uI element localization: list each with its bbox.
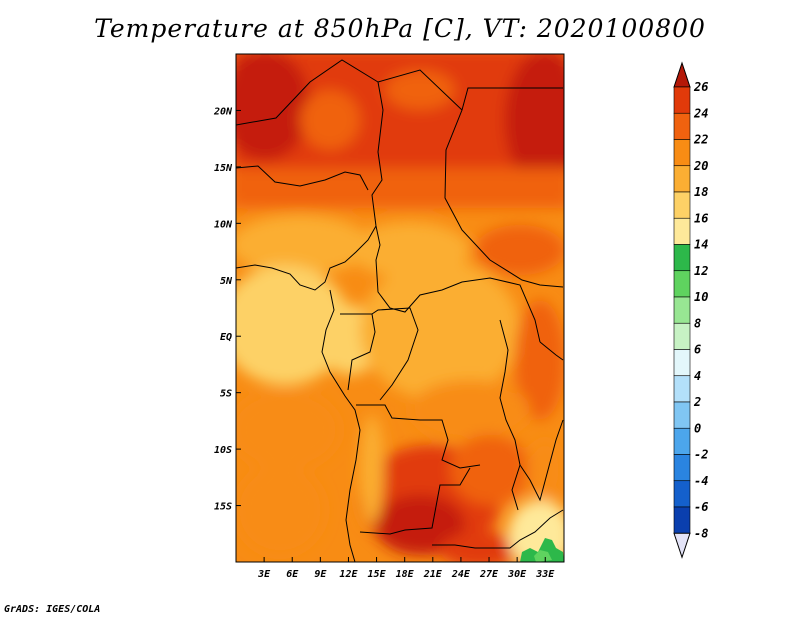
lon-tick-label: 15E <box>368 569 387 580</box>
lat-tick-label: 5N <box>220 276 233 287</box>
field-south-congo <box>410 380 530 440</box>
colorbar-bin <box>673 349 691 377</box>
lon-tick-label: 33E <box>535 569 555 580</box>
colorbar-label: -6 <box>694 500 708 514</box>
colorbar-label: 20 <box>693 159 708 173</box>
colorbar-label: 2 <box>693 395 701 409</box>
colorbar-bin <box>673 217 691 245</box>
lat-tick-label: 15N <box>214 163 233 174</box>
colorbar-bin <box>673 112 691 140</box>
map-title: Temperature at 850hPa [C], VT: 202010080… <box>94 14 706 43</box>
lon-axis: 3E 6E 9E 12E 15E 18E 21E 24E 27E 30E 33E <box>257 557 555 580</box>
lat-tick-label: EQ <box>220 332 232 343</box>
border-libya-egypt <box>461 87 563 111</box>
colorbar-bin <box>673 296 691 324</box>
colorbar-label: -2 <box>694 448 708 462</box>
colorbar-bin <box>673 86 691 114</box>
plot-frame <box>235 53 565 563</box>
colorbar-label: 14 <box>694 238 708 252</box>
border-zambia-zimbabwe <box>432 509 564 549</box>
field-angola-highland <box>360 415 384 525</box>
field-zimbabwe-hot <box>440 532 520 562</box>
lon-tick-label: 9E <box>314 569 327 580</box>
field-sahara-west-core <box>236 54 310 160</box>
lat-tick-label: 5S <box>220 389 232 400</box>
colorbar-label: 22 <box>693 133 708 147</box>
lon-tick-label: 12E <box>339 569 358 580</box>
field-nigeria-cool <box>236 215 370 275</box>
rift-lakes <box>499 319 521 511</box>
colorbar-label: 12 <box>694 264 708 278</box>
field-namibia-ocean <box>236 465 325 555</box>
colorbar-bin <box>673 454 691 482</box>
colorbar-bin <box>673 480 691 508</box>
lon-tick-label: 27E <box>479 569 499 580</box>
field-air-cool-spot <box>300 90 360 150</box>
border-chad-sudan <box>377 69 564 288</box>
border-gabon-congo <box>340 313 376 391</box>
lon-tick-label: 24E <box>451 569 471 580</box>
colorbar-bin <box>673 506 691 534</box>
colorbar-label: 8 <box>694 316 701 330</box>
border-angola-zambia <box>359 467 471 535</box>
lat-tick-label: 10N <box>214 219 233 230</box>
border-sahel-niger <box>236 165 369 191</box>
border-car-drc <box>375 225 541 343</box>
lon-tick-label: 21E <box>423 569 443 580</box>
colorbar-label: 16 <box>694 211 708 225</box>
lon-tick-label: 6E <box>286 569 299 580</box>
field-sudan-warm <box>475 225 564 275</box>
colorbar-bin <box>673 270 691 298</box>
border-uganda-kenya <box>539 341 564 361</box>
colorbar-label: 24 <box>693 106 708 120</box>
field-rift-valley <box>515 300 564 420</box>
colorbar-bin <box>673 427 691 455</box>
lon-tick-label: 3E <box>257 569 271 580</box>
colorbar-label: -4 <box>694 474 708 488</box>
lat-tick-label: 10S <box>214 445 232 456</box>
field-malawi <box>527 440 563 500</box>
lat-tick-label: 15S <box>214 502 232 513</box>
colorbar-bin <box>673 139 691 167</box>
field-south-atlantic <box>236 390 340 470</box>
colorbar-label: 10 <box>694 290 708 304</box>
border-niger-algeria <box>236 59 384 227</box>
colorbar-label: 18 <box>694 185 708 199</box>
field-tibesti-cool <box>385 70 455 110</box>
colorbar-label: 26 <box>693 80 708 94</box>
colorbar-over-triangle <box>673 61 691 88</box>
coastline-guinea <box>236 225 377 291</box>
field-cold-patch-inner <box>534 550 552 562</box>
colorbar-under-triangle <box>673 532 691 559</box>
field-congo-basin <box>360 260 520 400</box>
border-tanzania-malawi <box>519 419 564 502</box>
colorbar-bin <box>673 375 691 403</box>
colorbar-bin <box>673 401 691 429</box>
borders <box>236 59 564 562</box>
colorbar-bin <box>673 322 691 350</box>
field-angola-core <box>375 495 465 555</box>
coastline-west-central <box>321 289 361 562</box>
colorbar-bin <box>673 191 691 219</box>
field-cold-patch <box>520 538 564 562</box>
lon-tick-label: 30E <box>507 569 527 580</box>
grads-credit: GrADS: IGES/COLA <box>4 604 101 615</box>
colorbar-label: 6 <box>694 343 701 357</box>
lon-tick-label: 18E <box>396 569 415 580</box>
colorbar-bin <box>673 244 691 272</box>
field-zambia-warm <box>450 435 530 505</box>
border-congo-drc <box>371 307 419 401</box>
field-gulf-guinea <box>236 265 350 385</box>
field-sahel <box>236 168 564 208</box>
colorbar-label: 0 <box>694 421 701 435</box>
colorbar-bin <box>673 165 691 193</box>
border-angola-drc <box>356 404 481 469</box>
colorbar-label: -8 <box>694 526 708 540</box>
lat-tick-label: 20N <box>213 106 233 117</box>
colorbar-label: 4 <box>694 369 701 383</box>
lat-axis: 20N 15N 10N 5N EQ 5S 10S 15S <box>213 106 241 513</box>
